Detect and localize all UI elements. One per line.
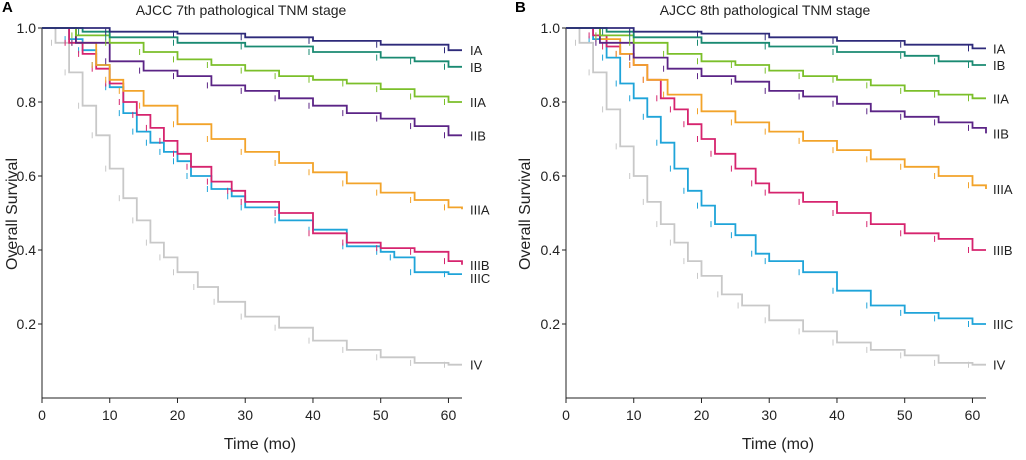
y-tick-label: 0.8 — [541, 94, 561, 110]
x-tick-label: 40 — [829, 407, 845, 423]
x-tick-label: 60 — [965, 407, 981, 423]
series-line-iv — [42, 27, 462, 366]
series-line-iiib — [566, 27, 986, 251]
y-tick-label: 0.4 — [541, 242, 561, 258]
chart-title: AJCC 7th pathological TNM stage — [136, 2, 347, 18]
x-tick-label: 50 — [373, 407, 389, 423]
x-tick-label: 40 — [305, 407, 321, 423]
series-label-ia: IA — [993, 41, 1006, 56]
series-line-iiia — [566, 27, 987, 189]
series-label-ib: IB — [470, 60, 482, 75]
series-line-iia — [566, 27, 986, 100]
y-tick-label: 1.0 — [541, 20, 561, 36]
series-line-iiib — [42, 27, 463, 265]
series-label-ia: IA — [470, 43, 483, 58]
series-line-iib — [566, 27, 987, 134]
x-tick-label: 30 — [761, 407, 777, 423]
series-label-ib: IB — [993, 58, 1005, 73]
panel-letter: B — [515, 0, 526, 16]
y-tick-label: 0.2 — [17, 316, 37, 332]
x-axis-label: Time (mo) — [224, 436, 296, 453]
series-line-ia — [42, 27, 462, 52]
x-tick-label: 30 — [237, 407, 253, 423]
plot-area: 0 10 20 30 40 50 60 0.2 0.4 0.6 0.8 1.0 IA IB IIA IIB II… — [17, 20, 491, 423]
x-axis-label: Time (mo) — [742, 436, 814, 453]
series-line-ib — [42, 27, 462, 68]
series-line-ia — [566, 27, 986, 50]
panel-b: B AJCC 8th pathological TNM stage Overal… — [515, 0, 1013, 453]
y-axis-label: Overall Survival — [517, 158, 534, 270]
series-label-iiia: IIIA — [993, 182, 1013, 197]
series-label-iib: IIB — [993, 126, 1009, 141]
series-line-ib — [566, 27, 986, 66]
x-tick-label: 20 — [694, 407, 710, 423]
y-tick-label: 0.6 — [541, 168, 561, 184]
series-label-iiic: IIIC — [993, 317, 1013, 332]
chart-title: AJCC 8th pathological TNM stage — [660, 2, 871, 18]
panel-letter: A — [2, 0, 13, 16]
y-tick-label: 0.2 — [541, 316, 561, 332]
series-label-iia: IIA — [470, 95, 486, 110]
series-label-iiib: IIIB — [993, 243, 1013, 258]
series-label-iia: IIA — [993, 91, 1009, 106]
panel-a: A AJCC 7th pathological TNM stage Overal… — [2, 0, 490, 453]
series-label-iib: IIB — [470, 128, 486, 143]
plot-area: 0 10 20 30 40 50 60 0.2 0.4 0.6 0.8 1.0 IA IB IIA IIB II… — [541, 20, 1014, 423]
series-line-iiic — [566, 27, 986, 325]
y-axis-label: Overall Survival — [4, 158, 21, 270]
series-label-iiib: IIIB — [470, 258, 490, 273]
x-tick-label: 10 — [102, 407, 118, 423]
y-tick-label: 0.8 — [17, 94, 37, 110]
x-tick-label: 10 — [626, 407, 642, 423]
series-line-iib — [42, 27, 462, 137]
series-label-iv: IV — [993, 358, 1006, 373]
y-tick-label: 0.6 — [17, 168, 37, 184]
x-tick-label: 0 — [38, 407, 46, 423]
series-label-iiia: IIIA — [470, 202, 490, 217]
y-tick-label: 1.0 — [17, 20, 37, 36]
series-label-iiic: IIIC — [470, 271, 490, 286]
series-label-iv: IV — [470, 358, 483, 373]
x-tick-label: 20 — [170, 407, 186, 423]
x-tick-label: 0 — [562, 407, 570, 423]
x-tick-label: 60 — [441, 407, 457, 423]
series-line-iv — [566, 27, 986, 366]
y-tick-label: 0.4 — [17, 242, 37, 258]
series-line-iiia — [42, 27, 463, 210]
x-tick-label: 50 — [897, 407, 913, 423]
